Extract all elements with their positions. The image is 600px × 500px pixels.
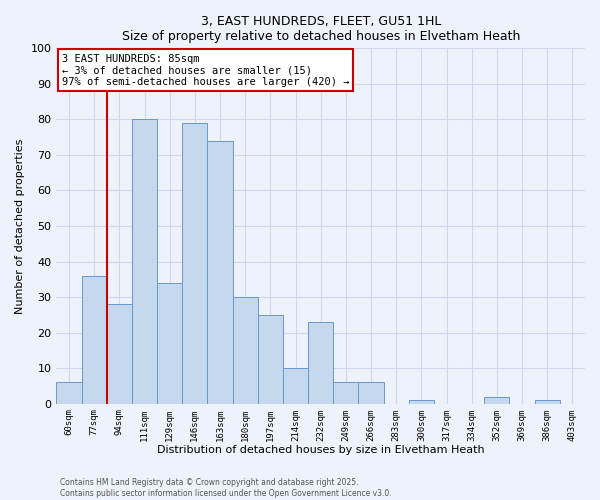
- Bar: [208, 140, 233, 404]
- Bar: [308, 322, 333, 404]
- Bar: [333, 382, 358, 404]
- Bar: [157, 283, 182, 404]
- Bar: [56, 382, 82, 404]
- Bar: [132, 120, 157, 404]
- Title: 3, EAST HUNDREDS, FLEET, GU51 1HL
Size of property relative to detached houses i: 3, EAST HUNDREDS, FLEET, GU51 1HL Size o…: [122, 15, 520, 43]
- Bar: [484, 396, 509, 404]
- Bar: [258, 315, 283, 404]
- Bar: [535, 400, 560, 404]
- Text: 3 EAST HUNDREDS: 85sqm
← 3% of detached houses are smaller (15)
97% of semi-deta: 3 EAST HUNDREDS: 85sqm ← 3% of detached …: [62, 54, 349, 87]
- Bar: [182, 123, 208, 404]
- Bar: [283, 368, 308, 404]
- X-axis label: Distribution of detached houses by size in Elvetham Heath: Distribution of detached houses by size …: [157, 445, 485, 455]
- Bar: [82, 276, 107, 404]
- Bar: [409, 400, 434, 404]
- Bar: [233, 297, 258, 404]
- Y-axis label: Number of detached properties: Number of detached properties: [15, 138, 25, 314]
- Text: Contains HM Land Registry data © Crown copyright and database right 2025.
Contai: Contains HM Land Registry data © Crown c…: [60, 478, 392, 498]
- Bar: [358, 382, 383, 404]
- Bar: [107, 304, 132, 404]
